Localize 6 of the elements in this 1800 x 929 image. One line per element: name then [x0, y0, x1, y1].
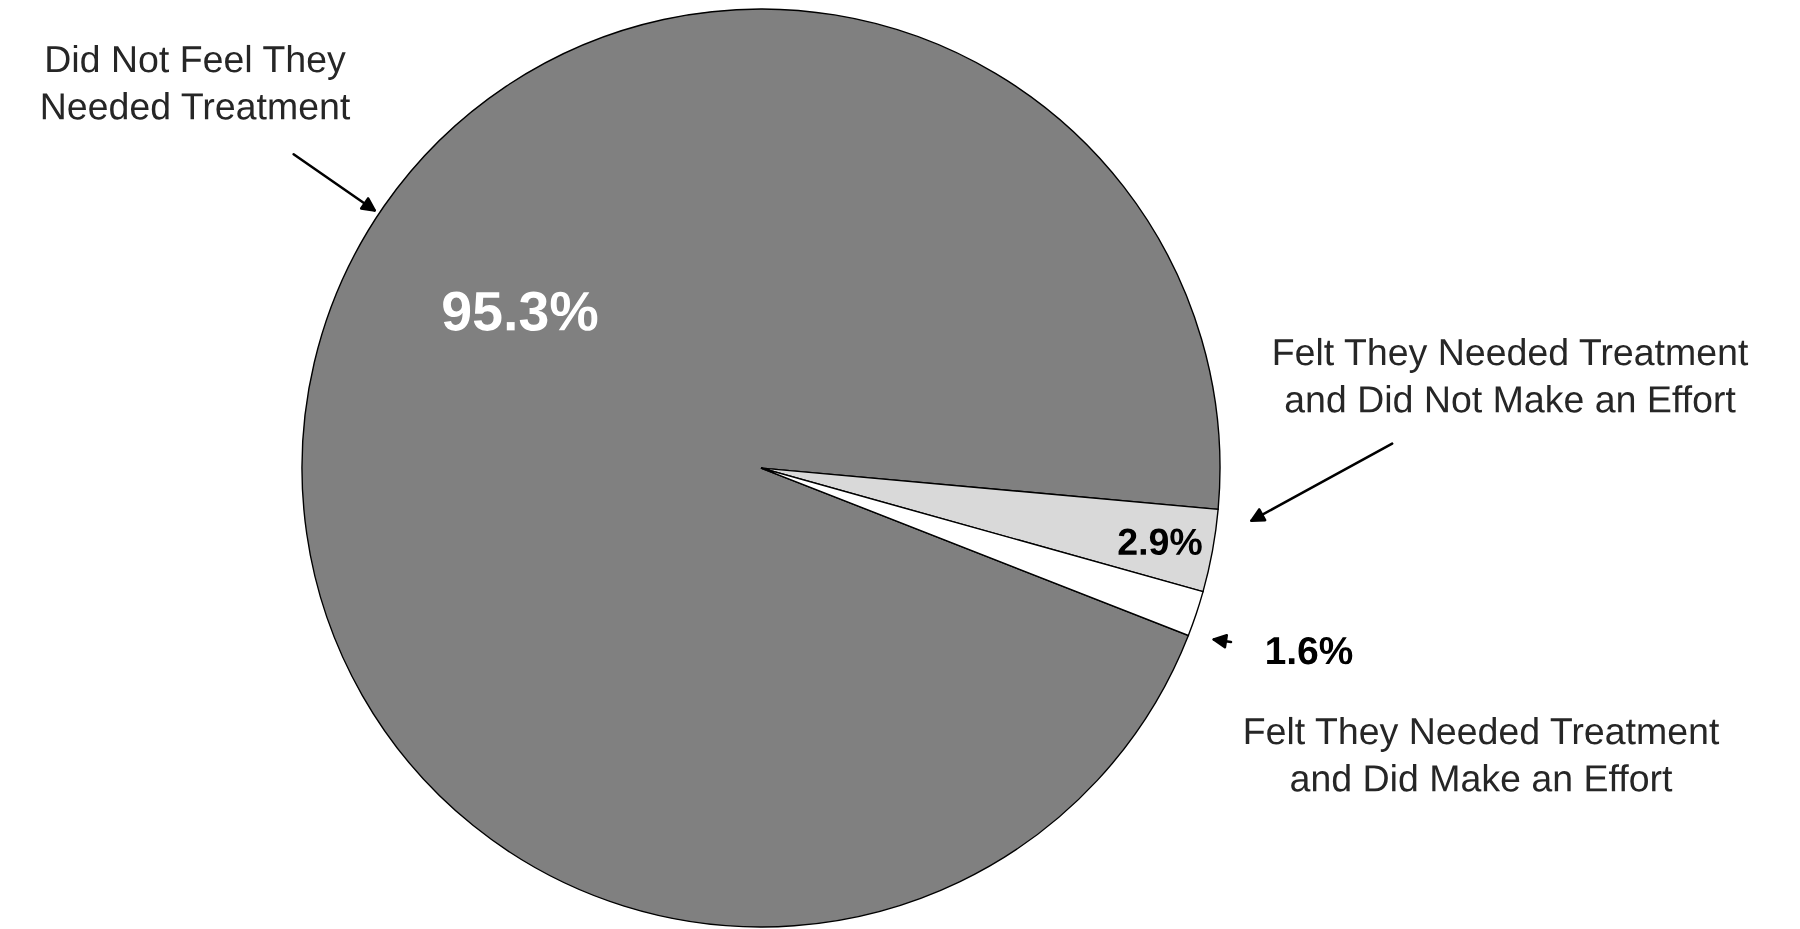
data-label: 1.6%: [1267, 636, 1353, 665]
slice-label: Felt They Needed Treatment and Did Not Make an Effort: [1274, 337, 1749, 413]
slice-label: Did Not Feel They Needed Treatment: [42, 44, 351, 120]
data-label: 95.3%: [443, 291, 598, 331]
slice-label: Felt They Needed Treatment and Did Make an Effort: [1245, 716, 1720, 792]
data-label: 2.9%: [1118, 528, 1202, 556]
